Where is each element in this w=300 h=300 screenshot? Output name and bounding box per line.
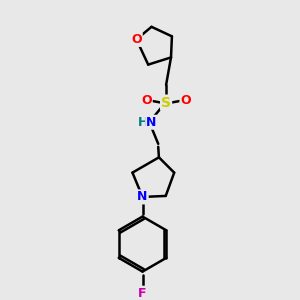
Text: O: O xyxy=(180,94,191,107)
Text: H: H xyxy=(138,116,149,129)
Text: N: N xyxy=(146,116,157,129)
Text: S: S xyxy=(161,96,171,110)
Text: O: O xyxy=(131,33,142,46)
Text: F: F xyxy=(138,287,147,300)
Text: N: N xyxy=(137,190,148,203)
Text: O: O xyxy=(141,94,152,107)
